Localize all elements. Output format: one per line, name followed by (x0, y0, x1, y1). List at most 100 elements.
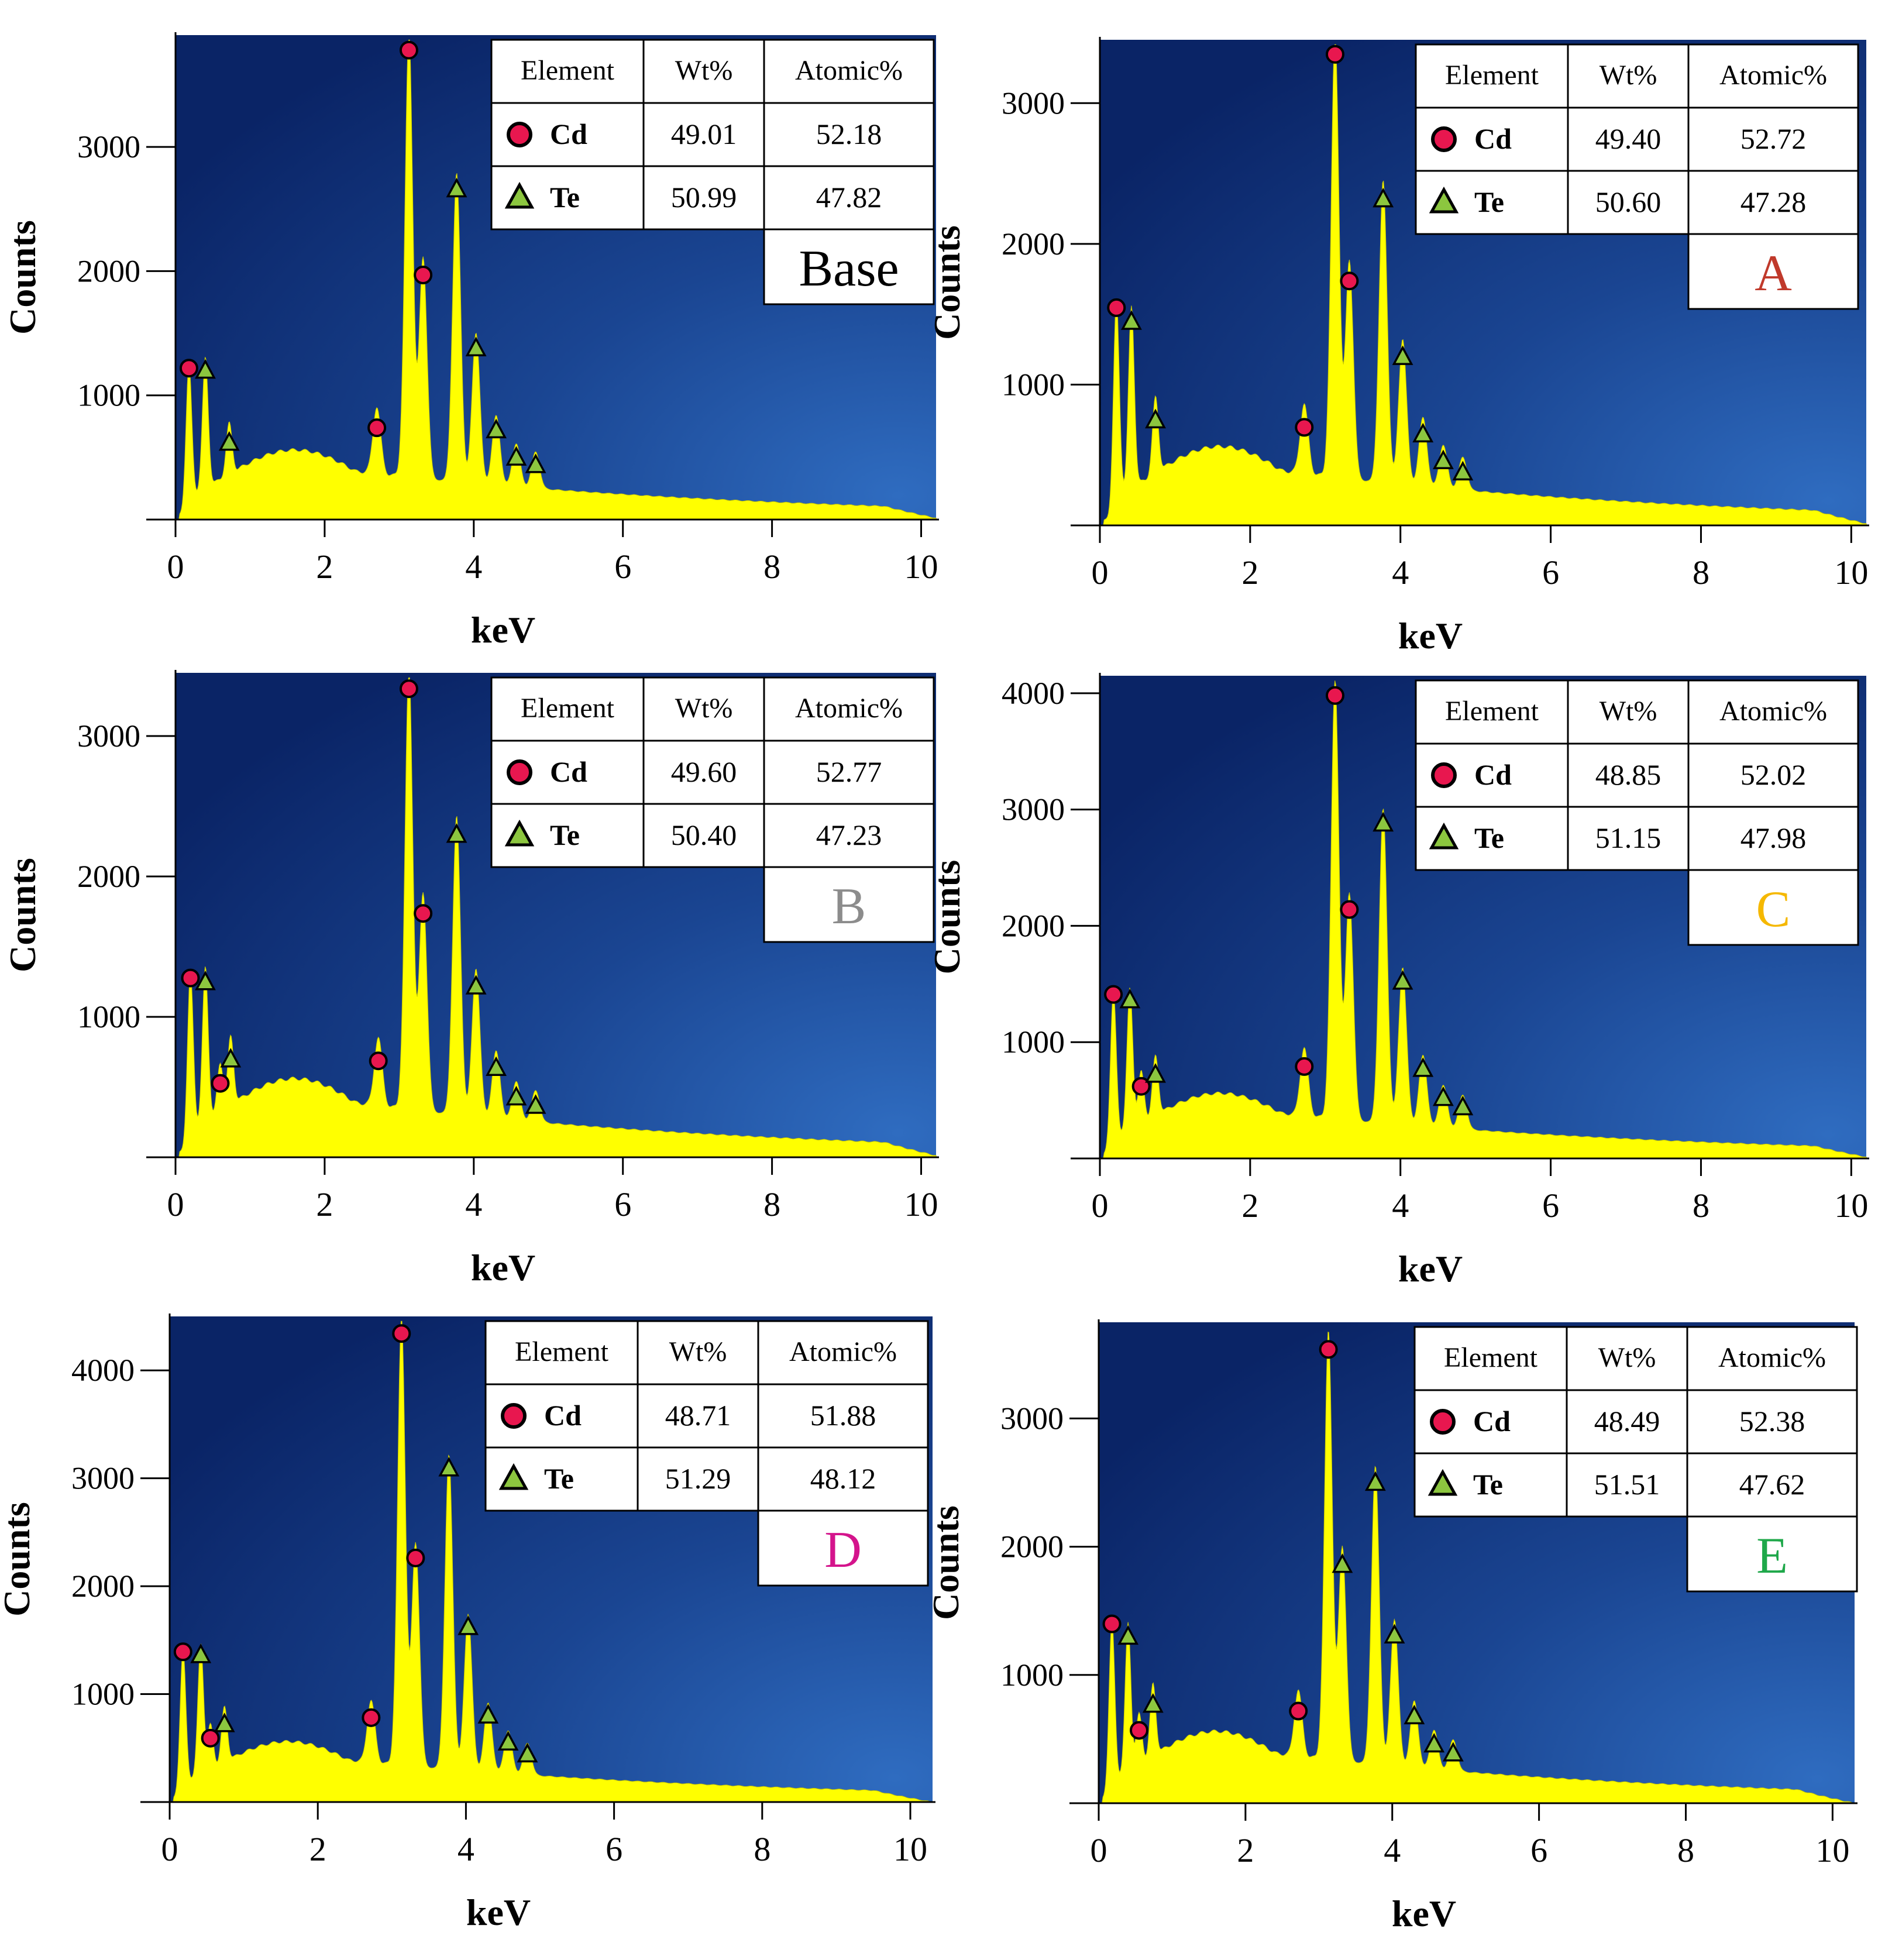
x-tick-label: 8 (754, 1830, 770, 1868)
y-axis-title: Counts (926, 860, 968, 975)
te-peak-marker (1452, 1095, 1474, 1116)
sample-label: Base (799, 240, 899, 297)
cd-peak-marker (369, 1051, 388, 1071)
x-tick-label: 8 (763, 1185, 780, 1223)
cd-peak-marker (1107, 298, 1126, 317)
panel-b: 1000 2000 3000 0 2 4 6 8 10 keV Counts Element Wt% At… (2, 670, 939, 1288)
te-peak-marker (1412, 1057, 1434, 1077)
x-tick-label: 4 (458, 1830, 474, 1868)
spectrum-area (1100, 44, 1867, 526)
table-element-name: Te (550, 819, 580, 851)
table-atomic-value: 47.62 (1739, 1468, 1805, 1501)
x-tick-label: 6 (614, 1185, 631, 1223)
te-legend-icon (1429, 822, 1459, 850)
cd-legend-icon (507, 759, 532, 785)
table-wt-value: 49.60 (671, 755, 737, 788)
te-peak-marker (505, 1085, 527, 1106)
composition-table: Element Wt% Atomic% Cd 48.85 52.02 Te 51.15 47.9… (1415, 679, 1859, 871)
te-peak-marker (1145, 408, 1166, 429)
te-peak-marker (525, 453, 546, 473)
y-tick-label: 2000 (1000, 1529, 1064, 1564)
cd-peak-marker (414, 904, 433, 923)
y-tick-label: 1000 (1000, 1658, 1064, 1693)
te-peak-marker (446, 823, 467, 843)
table-header-wt: Wt% (675, 693, 733, 724)
y-axis-title: Counts (0, 1502, 37, 1617)
y-tick-label: 1000 (1002, 1024, 1065, 1060)
table-atomic-value: 52.02 (1740, 758, 1807, 791)
panel-c: 1000 2000 3000 4000 0 2 4 6 8 10 keV Counts Element W… (926, 673, 1869, 1290)
y-tick-label: 1000 (1002, 367, 1065, 402)
te-peak-marker (497, 1731, 519, 1751)
table-background (490, 39, 935, 231)
te-peak-marker (486, 418, 507, 439)
y-tick-label: 3000 (77, 129, 140, 164)
x-tick-label: 4 (1392, 1187, 1409, 1225)
cd-peak-marker (1102, 1614, 1122, 1634)
panel-a: 1000 2000 3000 0 2 4 6 8 10 keV Counts Element Wt% At… (926, 37, 1869, 656)
te-peak-marker (525, 1094, 546, 1114)
cd-peak-marker (1104, 985, 1123, 1004)
composition-table: Element Wt% Atomic% Cd 49.01 52.18 Te 50.99 47.8… (490, 39, 935, 231)
te-peak-marker (446, 177, 467, 198)
cd-peak-marker (1289, 1701, 1308, 1721)
x-axis-title: keV (466, 1892, 531, 1933)
sample-label-box (757, 1509, 929, 1587)
cd-legend-icon (1431, 762, 1457, 788)
te-peak-marker (1392, 345, 1413, 365)
cd-peak-marker (399, 40, 418, 60)
panel-d: 1000 2000 3000 4000 0 2 4 6 8 10 keV Counts Element W… (0, 1313, 935, 1933)
composition-table: Element Wt% Atomic% Cd 49.40 52.72 Te 50.60 47.2… (1415, 43, 1859, 235)
x-tick-label: 0 (167, 1185, 184, 1223)
te-peak-marker (465, 336, 487, 357)
x-axis-title: keV (1398, 1248, 1463, 1290)
te-peak-marker (1442, 1742, 1464, 1762)
cd-peak-marker (1325, 44, 1344, 64)
sample-label: C (1756, 881, 1791, 938)
table-element-name: Cd (544, 1399, 582, 1432)
table-element-name: Cd (1474, 758, 1512, 791)
table-header-element: Element (1444, 1342, 1538, 1373)
table-atomic-value: 47.98 (1740, 821, 1807, 854)
cd-peak-marker (362, 1708, 381, 1727)
table-header-atomic: Atomic% (795, 55, 903, 86)
x-tick-label: 4 (465, 1185, 482, 1223)
sample-label: B (832, 878, 866, 935)
table-element-name: Cd (550, 118, 587, 150)
sample-label-box (763, 866, 935, 943)
table-header-element: Element (521, 693, 615, 724)
table-header-atomic: Atomic% (795, 693, 903, 724)
y-tick-label: 2000 (1002, 226, 1065, 262)
table-header-wt: Wt% (1598, 1342, 1656, 1373)
te-peak-marker (1423, 1732, 1445, 1753)
te-peak-marker (517, 1742, 538, 1763)
table-atomic-value: 47.82 (816, 181, 882, 214)
te-peak-marker (1332, 1553, 1353, 1573)
te-peak-marker (195, 971, 216, 991)
te-peak-marker (477, 1704, 499, 1724)
table-header-wt: Wt% (675, 55, 733, 86)
te-peak-marker (1433, 1086, 1454, 1106)
table-atomic-value: 52.72 (1740, 122, 1807, 155)
spectrum-area (1100, 680, 1867, 1159)
table-element-name: Cd (1473, 1405, 1511, 1438)
table-wt-value: 51.29 (665, 1462, 731, 1495)
table-header-wt: Wt% (669, 1336, 727, 1367)
y-tick-label: 3000 (77, 718, 140, 754)
table-wt-value: 50.99 (671, 181, 737, 214)
y-tick-label: 4000 (1002, 676, 1065, 711)
y-axis-title: Counts (926, 225, 968, 340)
sample-label: A (1755, 245, 1792, 302)
spectrum-area (1099, 1332, 1855, 1804)
x-tick-label: 10 (904, 548, 938, 586)
y-tick-label: 2000 (1002, 908, 1065, 943)
te-peak-marker (218, 431, 240, 451)
x-tick-label: 10 (1815, 1831, 1849, 1869)
table-element-name: Te (1473, 1468, 1503, 1501)
x-tick-label: 6 (1542, 1187, 1559, 1225)
table-header-element: Element (1445, 60, 1539, 91)
te-peak-marker (465, 975, 487, 995)
te-peak-marker (1412, 422, 1434, 443)
x-tick-label: 10 (904, 1185, 938, 1223)
